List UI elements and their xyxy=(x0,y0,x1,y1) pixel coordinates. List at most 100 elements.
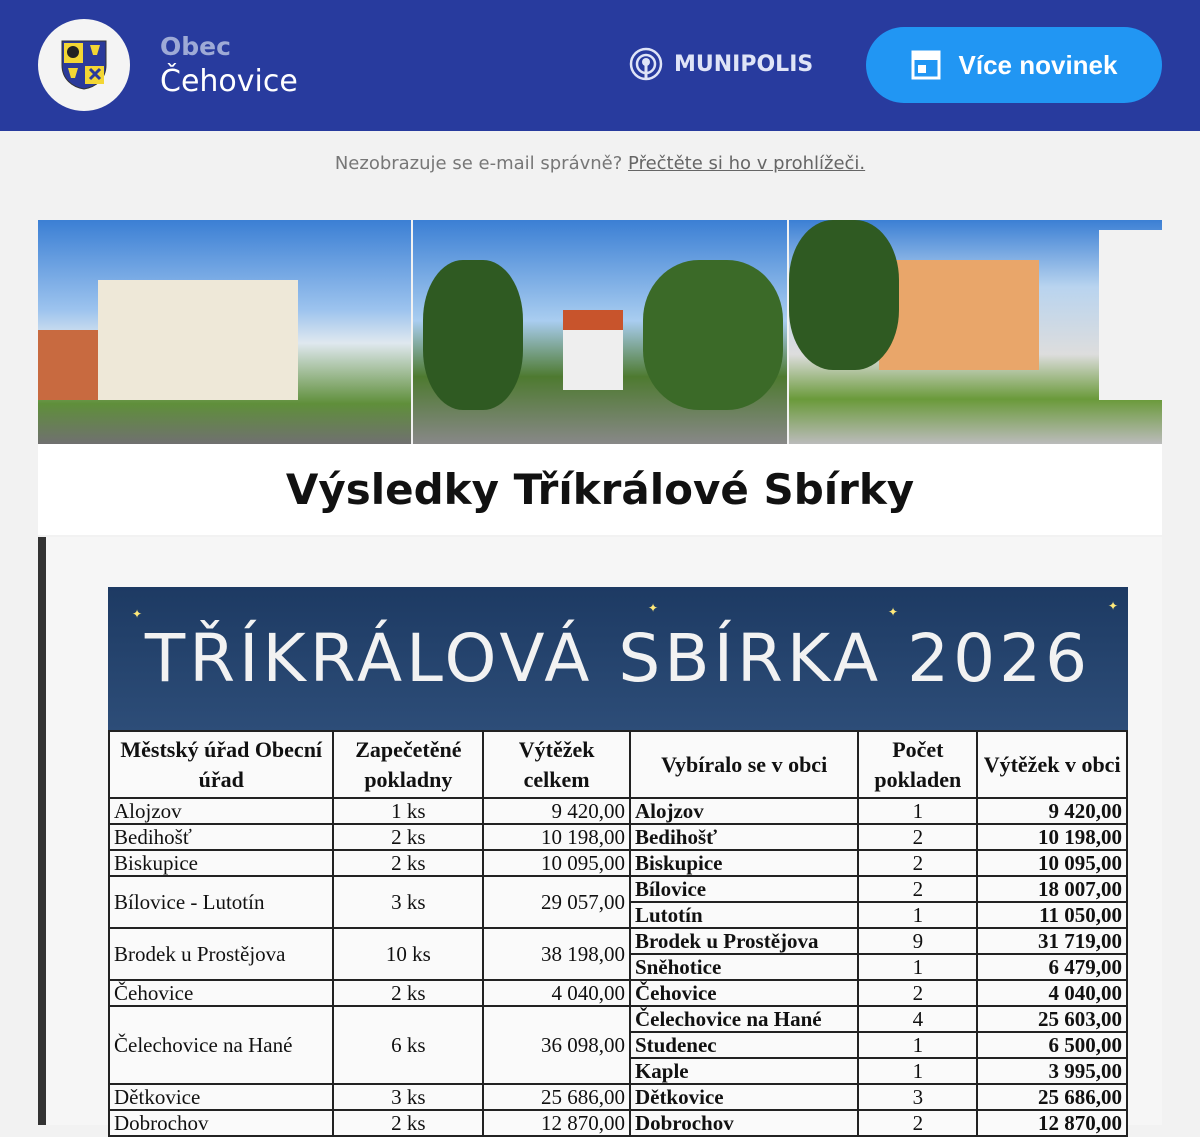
table-cell: 6 500,00 xyxy=(976,1031,1128,1059)
table-cell: 38 198,00 xyxy=(482,927,631,981)
table-cell: 2 xyxy=(857,849,979,877)
table-cell: 3 ks xyxy=(332,875,485,929)
table-cell: Brodek u Prostějova xyxy=(628,927,860,955)
table-row: Čehovice 2 ks 4 040,00 Čehovice 2 4 040,00 xyxy=(107,979,1128,1007)
table-cell: Dětkovice xyxy=(628,1083,860,1111)
table-cell: Biskupice xyxy=(107,849,335,877)
broadcast-icon xyxy=(629,47,663,81)
table-cell: 1 xyxy=(857,901,979,929)
table-cell: 2 ks xyxy=(332,979,485,1007)
photo-municipal-building xyxy=(38,220,412,444)
table-cell: Kaple xyxy=(628,1057,860,1085)
scanned-results-document: TŘÍKRÁLOVÁ SBÍRKA 2026 ✦ ✦ ✦ ✦ Městský ú… xyxy=(38,537,1162,1137)
document-banner: TŘÍKRÁLOVÁ SBÍRKA 2026 ✦ ✦ ✦ ✦ xyxy=(108,587,1128,730)
table-row: Bedihošť 2 ks 10 198,00 Bedihošť 2 10 198,00 xyxy=(107,823,1128,851)
table-cell: 2 xyxy=(857,1109,979,1137)
table-row: Biskupice 2 ks 10 095,00 Biskupice 2 10 095,0… xyxy=(107,849,1128,877)
table-cell: 10 095,00 xyxy=(976,849,1128,877)
view-in-browser-notice: Nezobrazuje se e-mail správně? Přečtěte … xyxy=(0,153,1200,174)
site-title-small: Obec xyxy=(160,32,231,61)
view-in-browser-link[interactable]: Přečtěte si ho v prohlížeči. xyxy=(628,153,866,174)
table-cell: Alojzov xyxy=(628,797,860,825)
table-cell: 10 198,00 xyxy=(482,823,631,851)
table-cell: 9 420,00 xyxy=(482,797,631,825)
table-cell: 2 xyxy=(857,875,979,903)
table-cell: Dětkovice xyxy=(107,1083,335,1111)
column-header: Městský úřad Obecní úřad xyxy=(107,730,335,799)
banner-title: TŘÍKRÁLOVÁ SBÍRKA 2026 xyxy=(144,620,1092,697)
table-cell: 12 870,00 xyxy=(976,1109,1128,1137)
column-header: Vybíralo se v obci xyxy=(628,730,860,799)
table-cell: 25 603,00 xyxy=(976,1005,1128,1033)
table-cell: 10 198,00 xyxy=(976,823,1128,851)
table-cell: 6 479,00 xyxy=(976,953,1128,981)
table-cell: Bedihošť xyxy=(628,823,860,851)
star-icon: ✦ xyxy=(132,607,147,621)
table-row: Dětkovice 3 ks 25 686,00 Dětkovice 3 25 686,0… xyxy=(107,1083,1128,1111)
site-title: Čehovice xyxy=(160,64,298,99)
table-row: Lutotín 1 11 050,00 xyxy=(109,901,1128,929)
star-icon: ✦ xyxy=(888,605,903,619)
table-cell: 1 xyxy=(857,797,979,825)
table-cell: 4 xyxy=(857,1005,979,1033)
table-cell: Studenec xyxy=(628,1031,860,1059)
header: Obec Čehovice MUNIPOLIS Více novinek xyxy=(0,0,1200,131)
notice-text: Nezobrazuje se e-mail správně? xyxy=(334,153,623,174)
more-news-label: Více novinek xyxy=(958,49,1118,80)
table-cell: Čelechovice na Hané xyxy=(107,1005,335,1085)
table-row: Kaple 1 3 995,00 xyxy=(109,1057,1128,1085)
table-cell: Brodek u Prostějova xyxy=(107,927,335,981)
more-news-button[interactable]: Více novinek xyxy=(866,27,1162,103)
table-cell: 3 ks xyxy=(332,1083,485,1111)
table-cell: Lutotín xyxy=(628,901,860,929)
table-cell: 10 ks xyxy=(332,927,485,981)
table-cell: 18 007,00 xyxy=(976,875,1128,903)
results-table: Městský úřad Obecní úřad Zapečetěné pokla… xyxy=(107,730,1128,1137)
table-cell: 6 ks xyxy=(332,1005,485,1085)
column-header: Počet pokladen xyxy=(857,730,979,799)
munipolis-label: MUNIPOLIS xyxy=(674,51,814,77)
table-cell: 2 ks xyxy=(332,849,485,877)
table-cell: 4 040,00 xyxy=(976,979,1128,1007)
column-header: Výtěžek celkem xyxy=(482,730,631,799)
table-cell: 25 686,00 xyxy=(976,1083,1128,1111)
table-cell: Alojzov xyxy=(107,797,335,825)
table-row: Sněhotice 1 6 479,00 xyxy=(109,953,1128,981)
table-cell: 11 050,00 xyxy=(976,901,1128,929)
photo-strip xyxy=(38,220,1162,444)
table-cell: 2 ks xyxy=(332,823,485,851)
table-cell: 31 719,00 xyxy=(976,927,1128,955)
newspaper-icon xyxy=(911,50,941,80)
table-cell: Čehovice xyxy=(107,979,335,1007)
photo-village-square xyxy=(788,220,1162,444)
table-cell: 36 098,00 xyxy=(482,1005,631,1085)
table-cell: 1 xyxy=(857,1031,979,1059)
table-cell: 3 xyxy=(857,1083,979,1111)
table-cell: 9 420,00 xyxy=(976,797,1128,825)
table-cell: 12 870,00 xyxy=(482,1109,631,1137)
table-cell: 29 057,00 xyxy=(482,875,631,929)
table-cell: Bílovice xyxy=(628,875,860,903)
star-icon: ✦ xyxy=(1108,599,1123,613)
coat-of-arms-logo[interactable] xyxy=(38,19,130,111)
table-cell: 3 995,00 xyxy=(976,1057,1128,1085)
table-row: Alojzov 1 ks 9 420,00 Alojzov 1 9 420,00 xyxy=(107,797,1128,825)
table-row: Bílovice - Lutotín 3 ks 29 057,00 Bílovice 2… xyxy=(107,875,1128,929)
table-cell: Bedihošť xyxy=(107,823,335,851)
table-cell: Dobrochov xyxy=(628,1109,860,1137)
column-header: Zapečetěné pokladny xyxy=(332,730,485,799)
table-cell: 2 xyxy=(857,979,979,1007)
table-cell: 10 095,00 xyxy=(482,849,631,877)
munipolis-logo[interactable]: MUNIPOLIS xyxy=(628,46,813,82)
article-title: Výsledky Tříkrálové Sbírky xyxy=(38,444,1162,535)
table-cell: Dobrochov xyxy=(107,1109,335,1137)
table-cell: 1 ks xyxy=(332,797,485,825)
table-row: Dobrochov 2 ks 12 870,00 Dobrochov 2 12 870,0… xyxy=(107,1109,1128,1137)
table-cell: Sněhotice xyxy=(628,953,860,981)
table-cell: 2 xyxy=(857,823,979,851)
table-row: Čelechovice na Hané 6 ks 36 098,00 Čelechov… xyxy=(107,1005,1128,1085)
table-row: Studenec 1 6 500,00 xyxy=(109,1031,1128,1059)
table-row: Brodek u Prostějova 10 ks 38 198,00 Brodek … xyxy=(107,927,1128,981)
table-cell: 2 ks xyxy=(332,1109,485,1137)
photo-chapel xyxy=(413,220,787,444)
